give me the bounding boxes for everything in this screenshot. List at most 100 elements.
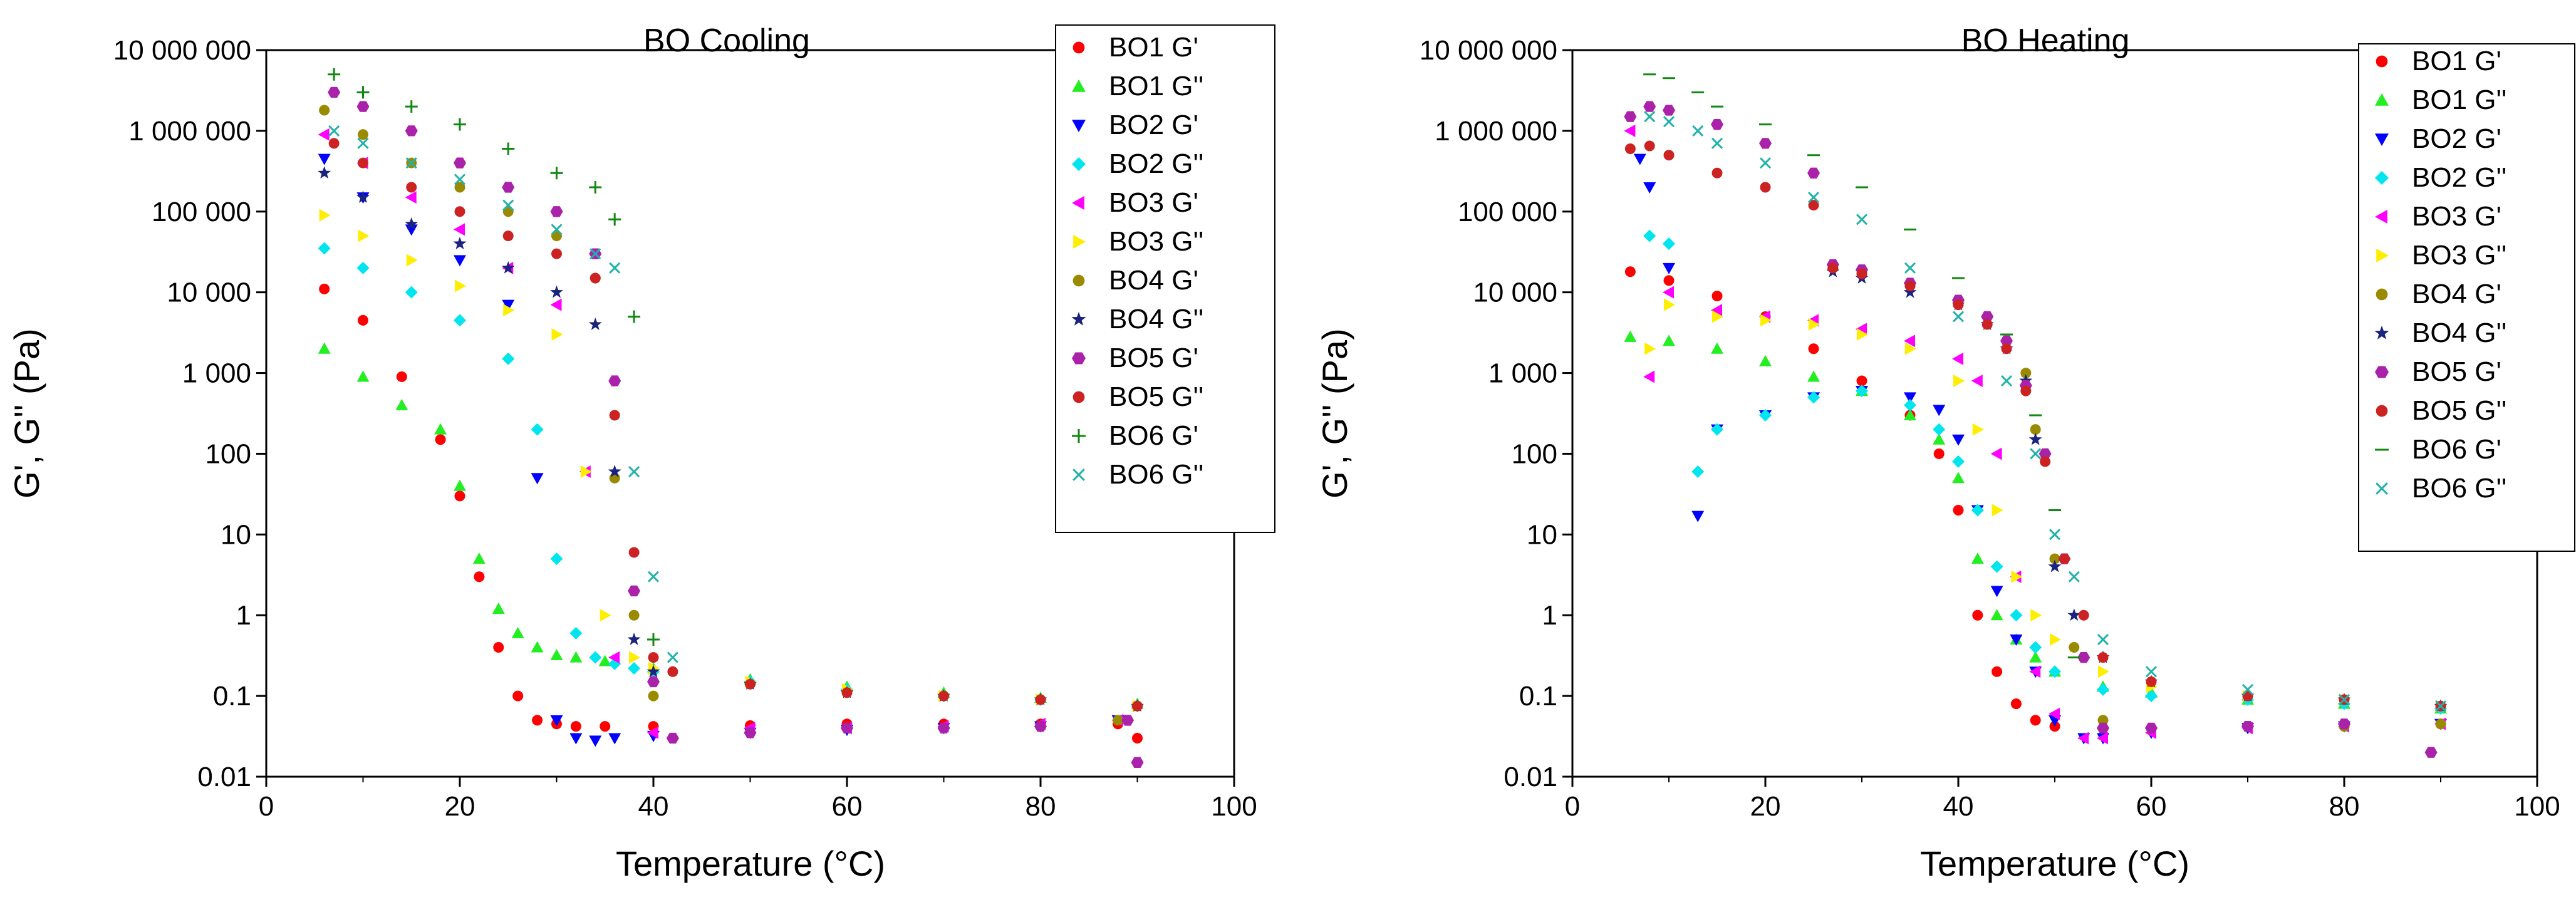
data-point: [406, 182, 417, 193]
series-bo6-g-: [1643, 73, 2080, 659]
data-point: [356, 86, 370, 99]
series-bo4-g-: [1826, 264, 2448, 712]
data-point: [1624, 124, 1636, 137]
series-bo4-g-: [1827, 262, 2446, 733]
series-bo6-g-: [328, 68, 660, 646]
data-point: [2010, 635, 2023, 646]
panel-bo-heating: BO Heating Temperature (°C) G', G'' (Pa)…: [1315, 23, 2575, 883]
data-point: [627, 633, 641, 645]
legend-marker: [1072, 429, 1086, 443]
legend-label: BO4 G': [2412, 279, 2501, 309]
data-point: [570, 721, 581, 732]
legend-label: BO6 G': [2412, 434, 2501, 465]
legend-marker: [2376, 482, 2388, 495]
data-point: [454, 479, 466, 491]
data-point: [1809, 318, 1820, 331]
y-tick-label: 0.1: [1519, 681, 1557, 712]
series-bo2-g-: [318, 242, 1144, 713]
data-point: [550, 167, 563, 180]
y-tick-label: 1 000 000: [128, 116, 251, 147]
data-point: [2097, 722, 2109, 734]
legend-label: BO2 G'': [1109, 148, 1203, 179]
legend-label: BO4 G': [1109, 265, 1198, 296]
data-point: [569, 626, 583, 640]
data-point: [1664, 298, 1675, 311]
data-point: [396, 371, 407, 382]
data-point: [405, 217, 418, 230]
legend-label: BO3 G'': [1109, 226, 1203, 257]
data-point: [1904, 280, 1916, 291]
legend-label: BO6 G'': [1109, 459, 1203, 490]
data-point: [1952, 352, 1963, 365]
data-point: [1971, 375, 1983, 388]
data-point: [2030, 715, 2041, 726]
data-point: [474, 571, 485, 583]
series-bo2-g-: [318, 153, 1124, 747]
data-point: [435, 434, 446, 445]
data-point: [598, 655, 611, 666]
data-point: [2241, 721, 2254, 732]
data-point: [2010, 609, 2023, 622]
data-point: [2097, 683, 2109, 696]
marker-layer: [1624, 73, 2448, 758]
data-point: [328, 125, 340, 137]
data-point: [356, 370, 370, 382]
data-point: [1711, 342, 1723, 354]
data-point: [551, 248, 562, 259]
x-tick-label: 40: [638, 791, 669, 822]
data-point: [667, 651, 678, 663]
data-point: [588, 317, 602, 330]
data-point: [1035, 694, 1046, 705]
legend-marker: [2375, 366, 2389, 378]
data-point: [319, 105, 330, 116]
legend-label: BO1 G'': [2412, 85, 2506, 115]
data-point: [1692, 125, 1704, 137]
data-point: [405, 191, 417, 204]
data-point: [2435, 718, 2446, 730]
y-tick-label: 1: [236, 600, 251, 631]
data-point: [406, 254, 418, 267]
x-tick-label: 100: [2514, 791, 2560, 822]
data-point: [550, 206, 563, 217]
data-point: [1663, 116, 1675, 128]
data-point: [1972, 609, 1983, 621]
data-point: [666, 732, 679, 744]
y-tick-label: 0.01: [1504, 762, 1557, 792]
data-point: [405, 100, 418, 113]
legend-box: [1055, 24, 1275, 533]
data-point: [1856, 323, 1867, 336]
data-point: [1712, 310, 1723, 323]
data-point: [609, 410, 620, 421]
y-tick-label: 100 000: [1458, 197, 1557, 227]
data-point: [2097, 633, 2109, 646]
data-point: [1663, 275, 1675, 286]
y-tick-label: 100: [205, 438, 251, 469]
data-point: [319, 209, 331, 222]
data-point: [551, 328, 563, 341]
legend-marker: [1072, 469, 1085, 481]
data-point: [589, 272, 601, 284]
data-point: [2000, 335, 2013, 346]
y-tick-label: 1 000: [182, 358, 251, 389]
data-point: [647, 665, 660, 678]
series-bo4-g-: [319, 105, 1124, 744]
data-point: [1933, 405, 1946, 417]
data-point: [551, 224, 563, 236]
data-point: [2078, 609, 2089, 621]
y-tick-label: 10 000: [1473, 277, 1557, 308]
data-point: [1971, 504, 1984, 517]
data-point: [1759, 157, 1772, 169]
legend-label: BO6 G': [1109, 420, 1198, 451]
data-point: [1759, 408, 1772, 422]
data-point: [2020, 385, 2032, 396]
data-point: [1952, 472, 1965, 484]
data-point: [1624, 111, 1637, 122]
data-point: [1691, 510, 1705, 522]
data-point: [1624, 143, 1636, 154]
data-point: [1827, 262, 1839, 274]
data-point: [1663, 150, 1675, 161]
legend-marker: [2374, 325, 2389, 339]
data-point: [454, 314, 466, 327]
data-point: [2146, 676, 2157, 687]
data-point: [356, 190, 370, 203]
